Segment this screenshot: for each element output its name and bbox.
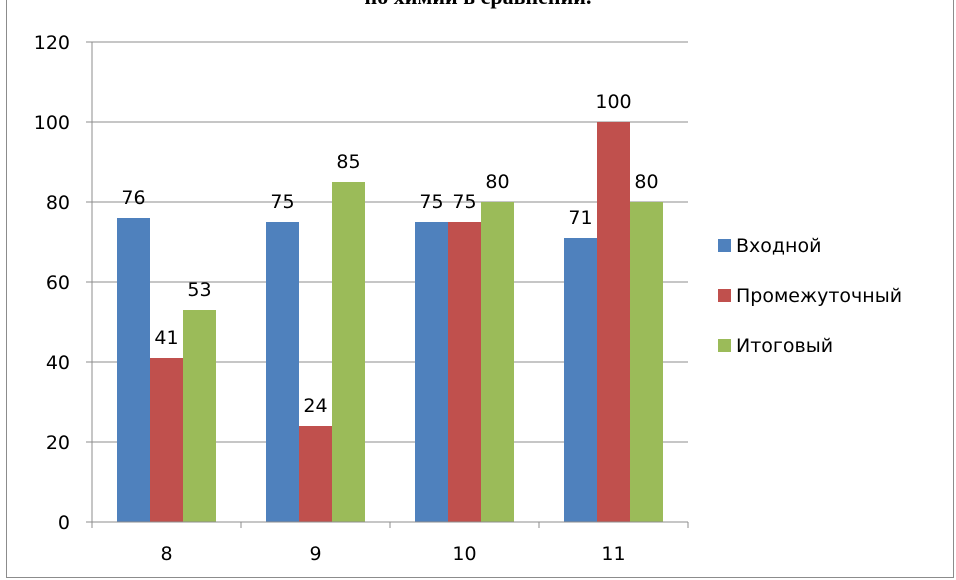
legend[interactable]: Входной Промежуточный Итоговый xyxy=(718,235,902,357)
bar xyxy=(481,202,514,522)
data-label: 75 xyxy=(419,191,443,213)
y-tick-label: 60 xyxy=(46,272,70,294)
legend-label: Входной xyxy=(736,235,821,257)
bar xyxy=(183,310,216,522)
legend-swatch xyxy=(718,339,731,352)
data-label: 24 xyxy=(303,395,327,417)
legend-swatch xyxy=(718,239,731,252)
data-label: 53 xyxy=(187,279,211,301)
bar xyxy=(564,238,597,522)
data-label: 100 xyxy=(595,91,631,113)
y-tick-label: 100 xyxy=(34,112,70,134)
data-label: 80 xyxy=(634,171,658,193)
bar xyxy=(597,122,630,522)
bar xyxy=(332,182,365,522)
legend-label: Итоговый xyxy=(736,335,833,357)
x-tick-label: 9 xyxy=(309,543,321,565)
x-tick-label: 11 xyxy=(601,543,625,565)
bar xyxy=(630,202,663,522)
bar xyxy=(415,222,448,522)
data-label: 76 xyxy=(121,187,145,209)
y-tick-label: 80 xyxy=(46,192,70,214)
bar xyxy=(117,218,150,522)
data-label: 41 xyxy=(154,327,178,349)
bar xyxy=(299,426,332,522)
x-tick-label: 10 xyxy=(452,543,476,565)
data-label: 71 xyxy=(568,207,592,229)
y-tick-label: 120 xyxy=(34,32,70,54)
data-label: 85 xyxy=(336,151,360,173)
y-tick-label: 20 xyxy=(46,432,70,454)
data-label: 80 xyxy=(485,171,509,193)
data-label: 75 xyxy=(452,191,476,213)
bar xyxy=(150,358,183,522)
bar xyxy=(448,222,481,522)
data-label: 75 xyxy=(270,191,294,213)
legend-label: Промежуточный xyxy=(736,285,902,307)
bar xyxy=(266,222,299,522)
x-tick-label: 8 xyxy=(160,543,172,565)
legend-swatch xyxy=(718,289,731,302)
y-tick-label: 0 xyxy=(58,512,70,534)
bars xyxy=(117,122,663,522)
y-tick-label: 40 xyxy=(46,352,70,374)
